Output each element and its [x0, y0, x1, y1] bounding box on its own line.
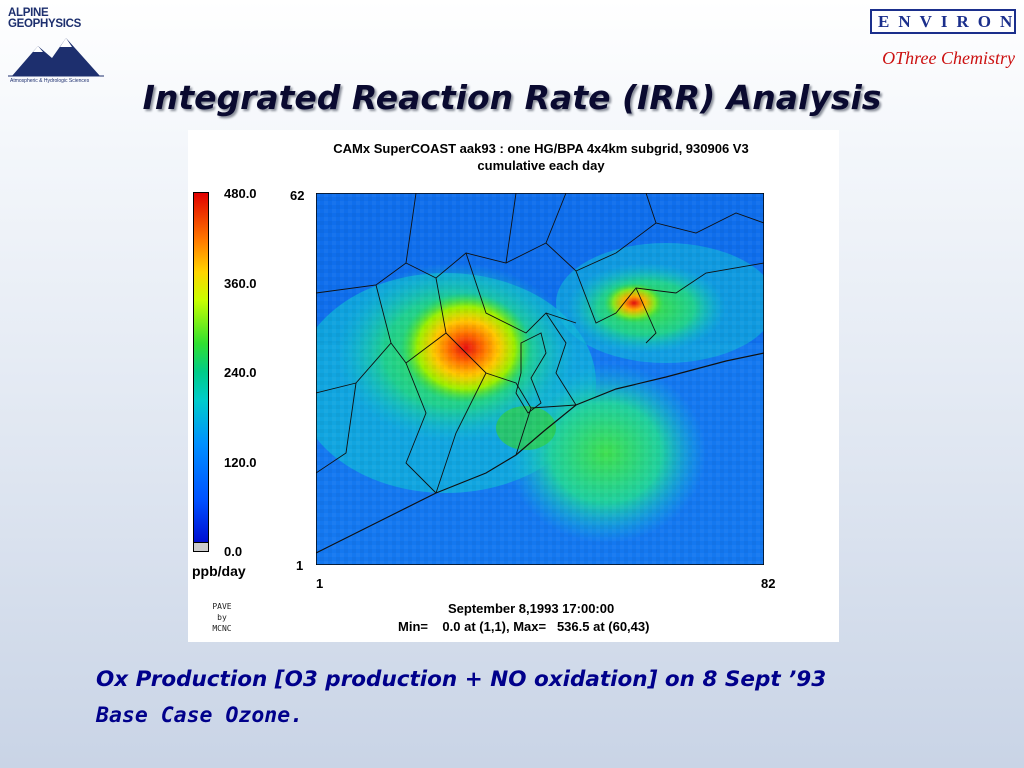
plot-stamp: September 8,1993 17:00:00 Min= 0.0 at (1… [398, 600, 649, 636]
pave-credit-line3: MCNC [212, 624, 232, 633]
colorbar-label-240: 240.0 [224, 365, 257, 380]
caption-line2: Base Case Ozone. [96, 703, 304, 728]
units-label: ppb/day [192, 563, 246, 579]
plot-title-line2: cumulative each day [477, 158, 605, 173]
irr-plot-panel: CAMx SuperCOAST aak93 : one HG/BPA 4x4km… [188, 130, 839, 642]
slide-caption: Ox Production [O3 production + NO oxidat… [96, 662, 966, 734]
pave-credit-line2: by [217, 613, 227, 622]
plot-timestamp: September 8,1993 17:00:00 [448, 601, 615, 616]
y-axis-bottom-label: 1 [296, 558, 304, 573]
plot-minmax: Min= 0.0 at (1,1), Max= 536.5 at (60,43) [398, 619, 650, 634]
ox-production-map [316, 193, 764, 565]
x-axis-right-label: 82 [761, 576, 776, 591]
alpine-logo-subtitle: Atmospheric & Hydrologic Sciences [10, 78, 90, 84]
environ-logo: ENVIRON [870, 9, 1016, 34]
mountain-icon [8, 38, 104, 77]
pave-credit: PAVE by MCNC [205, 601, 239, 634]
colorbar-label-480: 480.0 [224, 186, 257, 201]
color-scale-zero-box [193, 542, 209, 552]
alpine-logo-line2: GEOPHYSICS [8, 18, 82, 30]
color-scale-bar [193, 192, 209, 552]
alpine-geophysics-logo: ALPINE GEOPHYSICS Atmospheric & Hydrolog… [8, 7, 104, 86]
plot-title-line1: CAMx SuperCOAST aak93 : one HG/BPA 4x4km… [333, 141, 749, 156]
slide-title: Integrated Reaction Rate (IRR) Analysis [142, 78, 882, 117]
colorbar-label-360: 360.0 [224, 276, 257, 291]
colorbar-label-120: 120.0 [224, 455, 257, 470]
caption-line1: Ox Production [O3 production + NO oxidat… [96, 667, 827, 692]
plot-title: CAMx SuperCOAST aak93 : one HG/BPA 4x4km… [306, 140, 776, 174]
pave-credit-line1: PAVE [212, 602, 232, 611]
tagline: OThree Chemistry [882, 48, 1015, 68]
colorbar-label-0: 0.0 [224, 544, 243, 559]
x-axis-left-label: 1 [316, 576, 324, 591]
y-axis-top-label: 62 [290, 188, 305, 203]
alpine-logo-line1: ALPINE [8, 7, 49, 19]
